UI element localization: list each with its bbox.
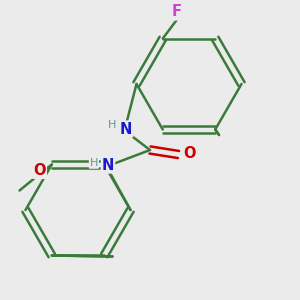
Text: O: O [183, 146, 195, 160]
Text: N: N [120, 122, 132, 136]
Text: N: N [102, 158, 114, 172]
Text: H: H [90, 158, 98, 168]
Text: O: O [33, 163, 46, 178]
Text: F: F [172, 4, 182, 20]
Text: H: H [108, 120, 116, 130]
